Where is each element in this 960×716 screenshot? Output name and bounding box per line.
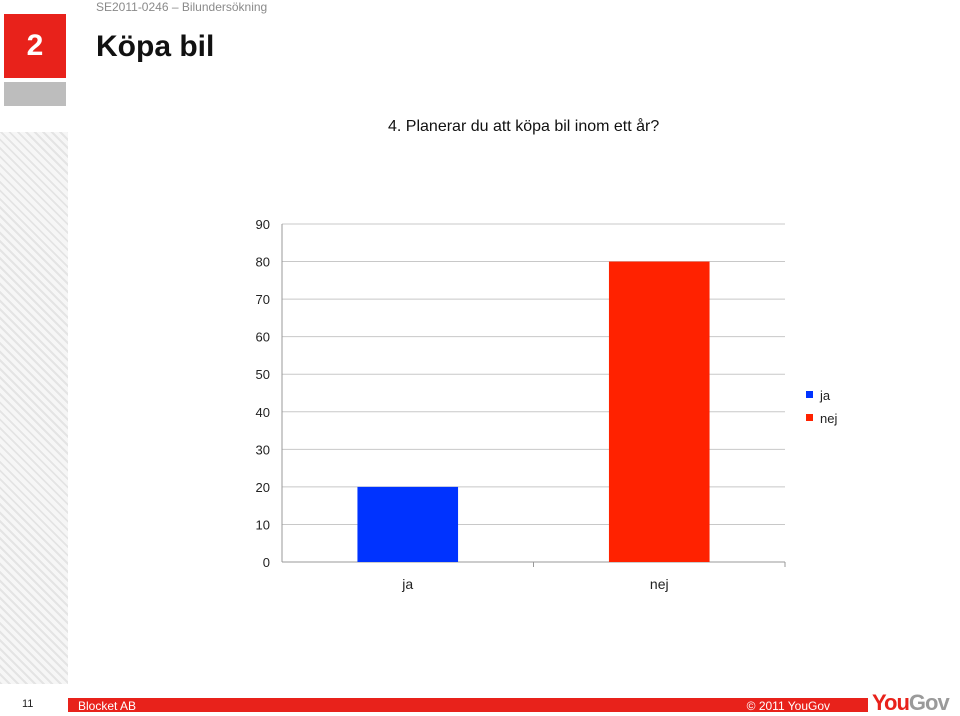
bar-chart: 0 10 20 30 40 50 60 70 80 90 ja nej ja nej bbox=[256, 217, 838, 592]
y-tick-label: 40 bbox=[256, 405, 270, 420]
logo-you: You bbox=[872, 690, 910, 715]
y-tick-label: 80 bbox=[256, 255, 270, 270]
report-subtitle: SE2011-0246 – Bilundersökning bbox=[96, 0, 268, 14]
page-number: 11 bbox=[22, 698, 34, 710]
x-tick-label: nej bbox=[650, 576, 669, 592]
footer-bar bbox=[68, 698, 868, 712]
legend-label: nej bbox=[820, 411, 837, 426]
y-tick-label: 10 bbox=[256, 517, 270, 532]
y-tick-label: 0 bbox=[263, 555, 270, 570]
y-tick-label: 90 bbox=[256, 217, 270, 232]
yougov-logo: YouGov bbox=[872, 690, 950, 716]
y-tick-label: 30 bbox=[256, 442, 270, 457]
y-tick-label: 20 bbox=[256, 480, 270, 495]
logo-gov: Gov bbox=[908, 690, 950, 715]
page-title: Köpa bil bbox=[96, 30, 215, 63]
legend-swatch-ja bbox=[806, 391, 813, 398]
y-tick-label: 60 bbox=[256, 330, 270, 345]
section-number-badge: 2 bbox=[4, 14, 66, 78]
question-title: 4. Planerar du att köpa bil inom ett år? bbox=[388, 118, 660, 135]
bar-nej bbox=[608, 261, 710, 562]
y-tick-label: 70 bbox=[256, 292, 270, 307]
legend-label: ja bbox=[819, 388, 831, 403]
y-tick-label: 50 bbox=[256, 367, 270, 382]
copyright-text: © 2011 YouGov bbox=[746, 699, 830, 713]
section-decor-box bbox=[4, 82, 66, 106]
crowd-illustration bbox=[0, 132, 68, 684]
x-tick-label: ja bbox=[401, 576, 413, 592]
bar-ja bbox=[357, 486, 459, 562]
legend-swatch-nej bbox=[806, 414, 813, 421]
company-name: Blocket AB bbox=[78, 699, 137, 713]
